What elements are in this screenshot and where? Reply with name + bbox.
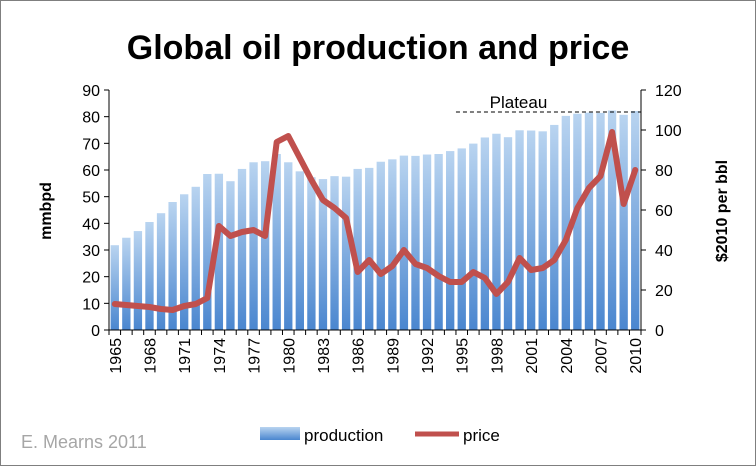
right-tick-label: 60 bbox=[655, 203, 673, 220]
production-bar-1973 bbox=[203, 174, 212, 330]
production-bar-2004 bbox=[561, 115, 570, 331]
x-tick-label: 1992 bbox=[420, 338, 437, 374]
production-bar-2008 bbox=[607, 110, 617, 330]
production-bar-1972 bbox=[191, 186, 200, 330]
production-bar-1982 bbox=[307, 177, 316, 330]
x-tick-label: 2001 bbox=[524, 338, 541, 374]
x-tick-label: 1965 bbox=[108, 338, 125, 374]
right-tick-label: 40 bbox=[655, 243, 673, 260]
production-bar-1969 bbox=[156, 213, 166, 330]
production-bar-1980 bbox=[284, 162, 293, 330]
production-bar-1992 bbox=[422, 154, 432, 330]
production-bar-1986 bbox=[353, 168, 362, 330]
production-bar-1985 bbox=[341, 176, 351, 330]
production-bar-1997 bbox=[480, 137, 490, 330]
production-bar-1970 bbox=[168, 202, 177, 330]
x-tick-label: 1983 bbox=[316, 338, 333, 374]
production-bars bbox=[110, 110, 640, 331]
right-tick-label: 120 bbox=[655, 83, 682, 100]
production-bar-1988 bbox=[376, 161, 385, 330]
x-tick-label: 1974 bbox=[212, 338, 229, 374]
production-bar-1984 bbox=[330, 176, 339, 330]
legend-label-price: price bbox=[463, 426, 500, 445]
production-bar-2010 bbox=[631, 111, 640, 330]
production-bar-2006 bbox=[584, 112, 594, 330]
production-bar-1999 bbox=[503, 137, 513, 330]
production-bar-1971 bbox=[180, 194, 189, 330]
left-tick-label: 30 bbox=[82, 243, 100, 260]
x-tick-label: 2010 bbox=[628, 338, 645, 374]
chart-title: Global oil production and price bbox=[127, 29, 629, 67]
left-tick-label: 20 bbox=[82, 270, 100, 287]
production-bar-2002 bbox=[538, 131, 547, 330]
production-bar-2003 bbox=[550, 124, 559, 331]
x-tick-label: 2004 bbox=[559, 338, 576, 374]
right-axis-label: $2010 per bbl bbox=[714, 160, 731, 262]
production-bar-2001 bbox=[526, 130, 536, 330]
x-tick-label: 1989 bbox=[385, 338, 402, 374]
x-tick-label: 1986 bbox=[351, 338, 368, 374]
x-tick-label: 1968 bbox=[142, 338, 159, 374]
credit-text: E. Mearns 2011 bbox=[21, 432, 147, 452]
x-tick-label: 2007 bbox=[594, 338, 611, 374]
left-tick-label: 0 bbox=[91, 323, 100, 340]
left-tick-label: 90 bbox=[82, 83, 100, 100]
legend: production price bbox=[260, 426, 500, 445]
left-tick-label: 50 bbox=[82, 190, 100, 207]
production-bar-2009 bbox=[619, 114, 628, 330]
left-tick-label: 40 bbox=[82, 216, 100, 233]
production-bar-1993 bbox=[434, 154, 443, 330]
legend-swatch-production bbox=[260, 427, 300, 440]
production-bar-1981 bbox=[295, 171, 304, 330]
x-tick-label: 1995 bbox=[455, 338, 472, 374]
production-bar-2000 bbox=[515, 130, 524, 330]
price-line-group bbox=[111, 129, 639, 313]
left-axis-ticks: 0 10 20 30 40 50 60 70 80 90 bbox=[82, 83, 109, 340]
left-tick-label: 70 bbox=[82, 136, 100, 153]
production-bar-1975 bbox=[226, 181, 235, 330]
production-bar-1989 bbox=[388, 159, 397, 330]
right-axis-ticks: 0 20 40 60 80 100 120 bbox=[641, 83, 682, 340]
right-tick-label: 20 bbox=[655, 283, 673, 300]
right-tick-label: 100 bbox=[655, 123, 682, 140]
right-tick-label: 80 bbox=[655, 163, 673, 180]
production-bar-1983 bbox=[318, 179, 328, 330]
production-bar-1976 bbox=[237, 168, 247, 330]
production-bar-1968 bbox=[145, 222, 154, 330]
production-bar-1977 bbox=[249, 162, 258, 330]
x-tick-label: 1977 bbox=[247, 338, 264, 374]
x-axis-ticks: 1965 1968 1971 1974 1977 1980 1983 1986 1989 1992… bbox=[108, 330, 645, 374]
left-tick-label: 80 bbox=[82, 110, 100, 127]
production-bar-1998 bbox=[492, 133, 501, 330]
production-bar-1990 bbox=[399, 155, 409, 330]
x-tick-label: 1998 bbox=[489, 338, 506, 374]
production-bar-1995 bbox=[457, 148, 466, 330]
production-bar-1974 bbox=[214, 173, 224, 330]
production-bar-1966 bbox=[122, 237, 131, 330]
production-bar-1978 bbox=[260, 161, 270, 330]
production-bar-1991 bbox=[411, 155, 420, 330]
right-tick-label: 0 bbox=[655, 323, 664, 340]
production-bar-1996 bbox=[469, 143, 478, 330]
price-line bbox=[111, 129, 639, 313]
production-bar-1967 bbox=[133, 231, 143, 330]
plateau-annotation: Plateau bbox=[490, 93, 548, 112]
production-bar-1994 bbox=[446, 151, 455, 330]
left-axis-label: mmbpd bbox=[38, 182, 55, 240]
legend-label-production: production bbox=[304, 426, 383, 445]
x-tick-label: 1980 bbox=[281, 338, 298, 374]
production-bar-1979 bbox=[272, 154, 281, 330]
left-tick-label: 60 bbox=[82, 163, 100, 180]
production-bar-1965 bbox=[110, 245, 119, 330]
left-tick-label: 10 bbox=[82, 296, 100, 313]
x-tick-label: 1971 bbox=[177, 338, 194, 374]
production-bar-2005 bbox=[573, 113, 582, 330]
production-bar-1987 bbox=[365, 167, 374, 330]
production-bar-2007 bbox=[596, 112, 605, 331]
